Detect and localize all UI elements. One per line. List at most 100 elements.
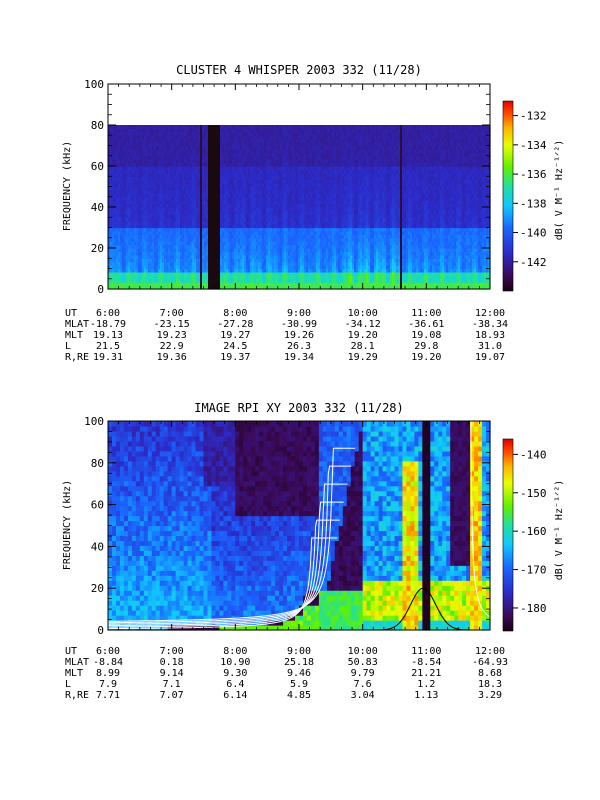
spectrogram-cell: [298, 193, 301, 198]
spectrogram-cell: [194, 162, 197, 167]
spectrogram-cell: [204, 234, 207, 239]
spectrogram-cell: [310, 244, 313, 249]
spectrogram-cell: [224, 271, 227, 276]
spectrogram-cell: [284, 254, 287, 259]
spectrogram-cell: [112, 196, 115, 201]
spectrogram-cell: [200, 125, 203, 130]
spectrogram-cell: [158, 261, 161, 266]
spectrogram-cell: [252, 271, 255, 276]
spectrogram-cell: [160, 203, 163, 208]
spectrogram-cell: [134, 145, 137, 150]
spectrogram-cell: [188, 179, 191, 184]
spectrogram-cell: [300, 186, 303, 191]
spectrogram-cell: [182, 213, 185, 218]
spectrogram-cell: [218, 125, 221, 130]
spectrogram-cell: [166, 213, 169, 218]
spectrogram-cell: [244, 145, 247, 150]
spectrogram-cell: [182, 162, 185, 167]
spectrogram-cell: [190, 138, 193, 143]
spectrogram-cell: [302, 128, 305, 133]
spectrogram-cell: [154, 200, 157, 205]
spectrogram-cell: [138, 176, 141, 181]
spectrogram-cell: [268, 213, 271, 218]
spectrogram-cell: [138, 244, 141, 249]
spectrogram-cell: [116, 142, 119, 147]
spectrogram-cell: [264, 210, 267, 215]
spectrogram-cell: [260, 268, 263, 273]
spectrogram-cell: [234, 131, 237, 136]
spectrogram-cell: [184, 261, 187, 266]
spectrogram-cell: [240, 210, 243, 215]
spectrogram-cell: [242, 138, 245, 143]
spectrogram-cell: [270, 227, 273, 232]
spectrogram-cell: [258, 234, 261, 239]
spectrogram-cell: [288, 207, 291, 212]
spectrogram-cell: [162, 200, 165, 205]
spectrogram-cell: [124, 234, 127, 239]
spectrogram-cell: [112, 189, 115, 194]
spectrogram-cell: [188, 169, 191, 174]
spectrogram-cell: [278, 159, 281, 164]
spectrogram-cell: [256, 271, 259, 276]
spectrogram-cell: [146, 254, 149, 259]
spectrogram-cell: [270, 183, 273, 188]
spectrogram-cell: [242, 285, 245, 290]
spectrogram-cell: [250, 131, 253, 136]
spectrogram-cell: [292, 152, 295, 157]
spectrogram-cell: [182, 241, 185, 246]
spectrogram-cell: [304, 138, 307, 143]
spectrogram-cell: [154, 176, 157, 181]
spectrogram-cell: [152, 227, 155, 232]
spectrogram-cell: [292, 251, 295, 256]
spectrogram-cell: [288, 196, 291, 201]
spectrogram-cell: [216, 152, 219, 157]
spectrogram-cell: [228, 183, 231, 188]
spectrogram-cell: [118, 135, 121, 140]
spectrogram-cell: [284, 282, 287, 287]
spectrogram-cell: [276, 258, 279, 263]
spectrogram-cell: [172, 148, 175, 153]
spectrogram-cell: [304, 254, 307, 259]
spectrogram-cell: [228, 282, 231, 287]
spectrogram-cell: [280, 207, 283, 212]
spectrogram-cell: [140, 251, 143, 256]
spectrogram-cell: [208, 128, 211, 133]
spectrogram-cell: [230, 271, 233, 276]
spectrogram-cell: [220, 196, 223, 201]
spectrogram-cell: [210, 155, 213, 160]
spectrogram-cell: [246, 131, 249, 136]
spectrogram-cell: [164, 224, 167, 229]
spectrogram-cell: [208, 183, 211, 188]
spectrogram-cell: [160, 169, 163, 174]
spectrogram-cell: [242, 234, 245, 239]
spectrogram-cell: [178, 179, 181, 184]
spectrogram-cell: [190, 234, 193, 239]
spectrogram-cell: [200, 152, 203, 157]
spectrogram-cell: [218, 142, 221, 147]
spectrogram-cell: [178, 125, 181, 130]
spectrogram-cell: [246, 220, 249, 225]
spectrogram-cell: [166, 169, 169, 174]
spectrogram-cell: [180, 200, 183, 205]
spectrogram-cell: [268, 135, 271, 140]
spectrogram-cell: [250, 196, 253, 201]
spectrogram-cell: [254, 135, 257, 140]
spectrogram-cell: [198, 138, 201, 143]
spectrogram-cell: [234, 207, 237, 212]
spectrogram-cell: [304, 169, 307, 174]
spectrogram-cell: [234, 172, 237, 177]
spectrogram-cell: [242, 213, 245, 218]
spectrogram-cell: [208, 125, 211, 130]
spectrogram-cell: [150, 138, 153, 143]
spectrogram-cell: [220, 176, 223, 181]
spectrogram-cell: [118, 203, 121, 208]
spectrogram-cell: [180, 207, 183, 212]
spectrogram-cell: [122, 145, 125, 150]
spectrogram-cell: [176, 162, 179, 167]
spectrogram-cell: [178, 183, 181, 188]
spectrogram-cell: [244, 200, 247, 205]
spectrogram-cell: [126, 275, 129, 280]
spectrogram-cell: [132, 244, 135, 249]
spectrogram-cell: [154, 155, 157, 160]
spectrogram-cell: [314, 241, 317, 246]
